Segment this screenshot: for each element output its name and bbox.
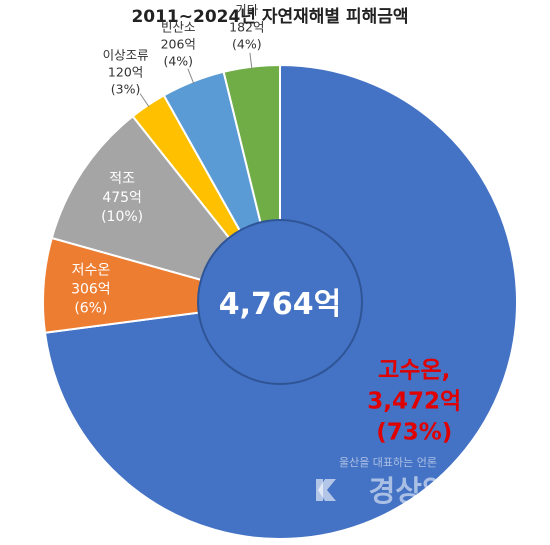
slice-label-0-line-1: 3,472억	[367, 389, 461, 415]
leader-line-5	[249, 52, 253, 69]
slice-label-3-line-1: 120억	[108, 64, 143, 79]
watermark-tagline: 울산을 대표하는 언론	[339, 455, 437, 469]
leader-line-4	[187, 68, 195, 84]
slice-label-4-line-2: (4%)	[163, 54, 193, 69]
labels-layer: 고수온, 3,472억 (73%) 저수온 306억 (6%) 적조 475억 (10%) 이상조…	[71, 2, 461, 445]
slice-label-2-line-2: (10%)	[101, 209, 143, 225]
slice-label-3-line-0: 이상조류	[103, 47, 149, 62]
center-circle	[197, 219, 363, 385]
slice-label-5-line-0: 기타	[235, 2, 259, 17]
watermark-brand: 경상일보	[369, 474, 476, 508]
chart-title: 2011~2024년 자연재해별 피해금액	[131, 7, 408, 27]
slice-label-5-line-2: (4%)	[232, 36, 262, 51]
slice-label-0-line-0: 고수온,	[378, 358, 450, 384]
slice-label-1-line-1: 306억	[71, 281, 111, 297]
slice-label-1-line-0: 저수온	[72, 262, 111, 278]
slice-label-4-line-1: 206억	[161, 37, 196, 52]
slice-label-2-line-1: 475억	[102, 190, 142, 206]
watermark-logo-icon	[316, 479, 336, 501]
slice-label-5-line-1: 182억	[229, 19, 264, 34]
leader-line-3	[139, 93, 150, 108]
slice-label-0-line-2: (73%)	[376, 420, 452, 446]
slice-label-3-line-2: (3%)	[111, 81, 141, 96]
center-circle-layer: 4,764억	[197, 219, 363, 385]
slice-label-4-line-0: 빈산소	[161, 20, 196, 35]
slice-label-1-line-2: (6%)	[74, 300, 107, 316]
center-total-label: 4,764억	[219, 287, 342, 322]
slice-label-2-line-0: 적조	[109, 171, 135, 187]
watermark: 울산을 대표하는 언론 경상일보	[316, 455, 475, 508]
